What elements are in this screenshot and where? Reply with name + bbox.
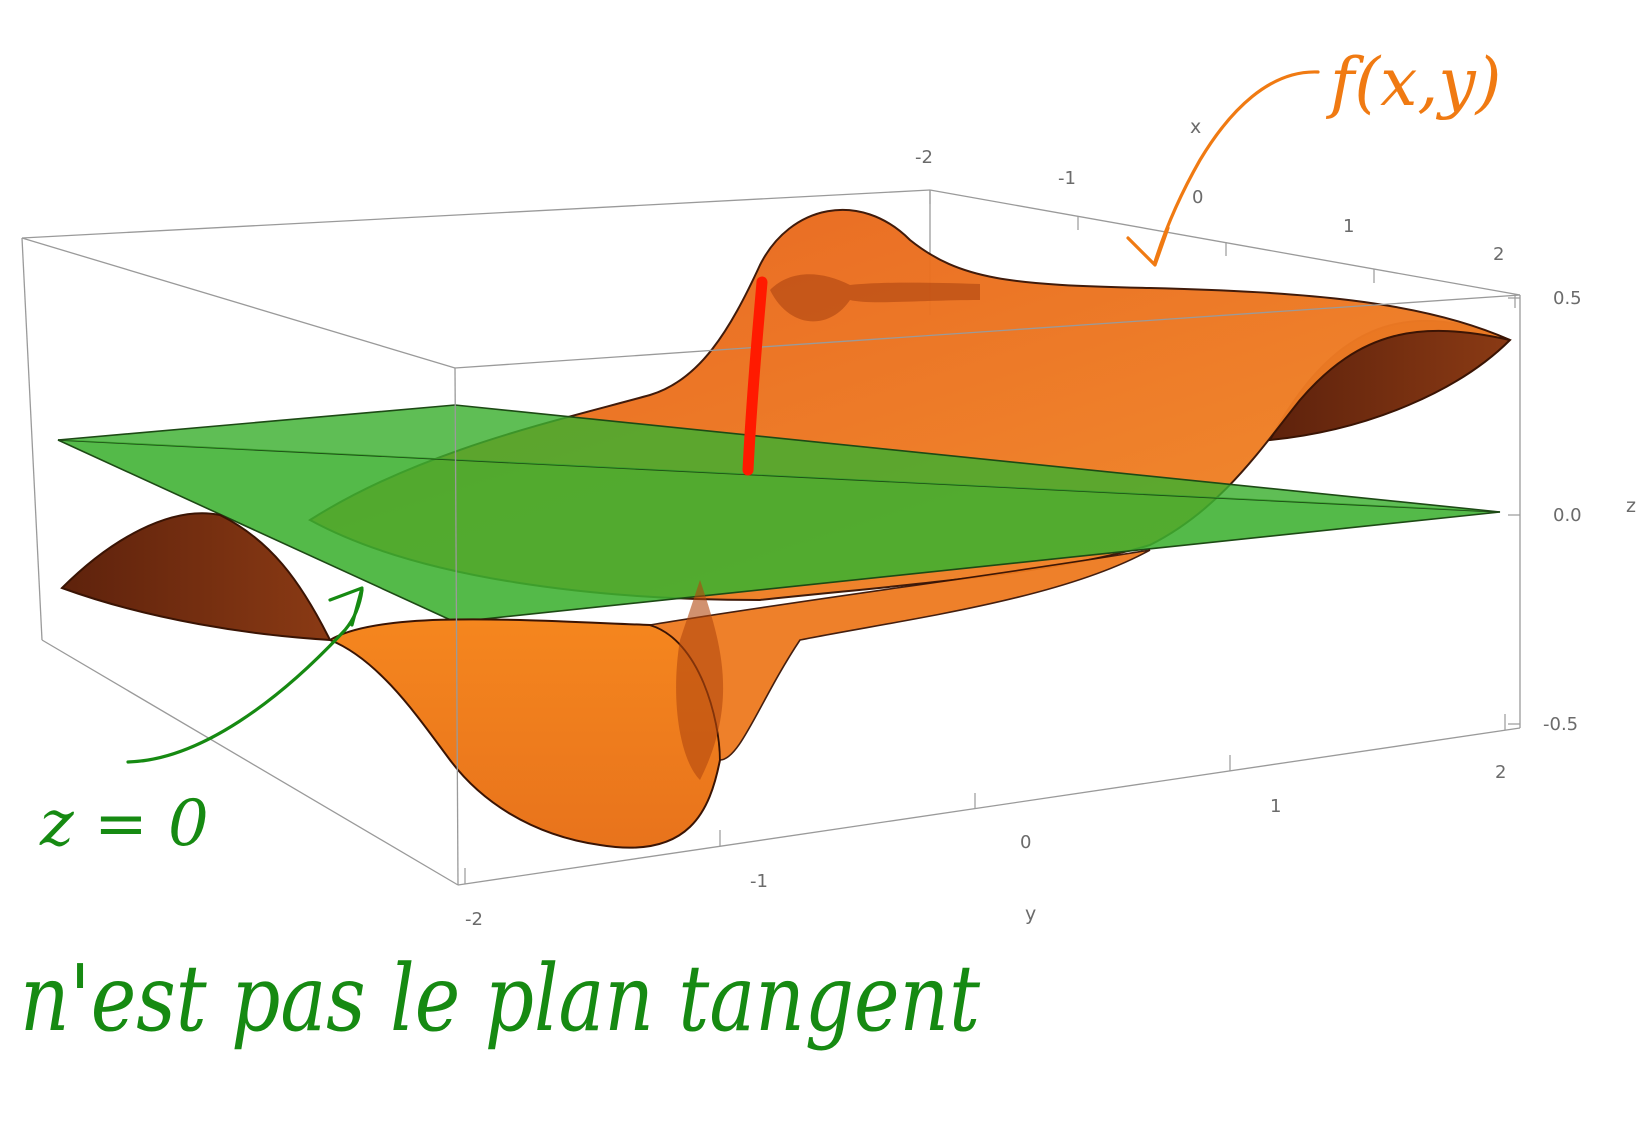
y-tick-labels: -2 -1 0 1 2 [465,762,1506,930]
x-axis-label: x [1190,116,1201,138]
bounding-box-back [21,189,1521,641]
y-tick-label: -1 [750,871,768,892]
plane-label: z = 0 [39,787,209,861]
plane-arrowhead [328,586,364,627]
z-tick-labels: 0.5 0.0 -0.5 [1543,288,1582,735]
plane-annotation: z = 0 [39,586,364,861]
x-tick-label: 2 [1493,244,1504,265]
x-tick-labels: -2 -1 0 1 2 [915,147,1504,265]
surface-front-right [649,549,1151,761]
y-tick-label: 0 [1020,832,1031,853]
x-tick-label: 0 [1192,187,1203,208]
surface-front [327,618,722,849]
z-tick-label: 0.0 [1553,505,1582,526]
y-axis-label: y [1025,903,1036,925]
y-tick-label: 1 [1270,796,1281,817]
y-tick-label: -2 [465,909,483,930]
z-axis-ticks [1508,297,1520,725]
z-tick-label: 0.5 [1553,288,1582,309]
x-tick-label: 1 [1343,216,1354,237]
x-axis-ticks [929,190,1516,308]
note-text: n'est pas le plan tangent [20,945,981,1052]
z-tick-label: -0.5 [1543,714,1578,735]
surface-underside-left [60,512,332,642]
surface-fold-shadow [676,580,724,780]
z-axis-label: z [1626,495,1636,517]
surface-annotation: f(x,y) [1126,44,1501,267]
surface-arrowhead [1126,226,1170,267]
x-tick-label: -1 [1058,168,1076,189]
x-tick-label: -2 [915,147,933,168]
surface-ridge-detail [770,274,980,322]
y-tick-label: 2 [1495,762,1506,783]
bounding-box-front [21,237,1521,886]
highlight-segment [742,276,768,476]
surface-label: f(x,y) [1325,44,1501,121]
surface-arrow [1153,70,1320,264]
y-axis-ticks [464,714,1506,884]
